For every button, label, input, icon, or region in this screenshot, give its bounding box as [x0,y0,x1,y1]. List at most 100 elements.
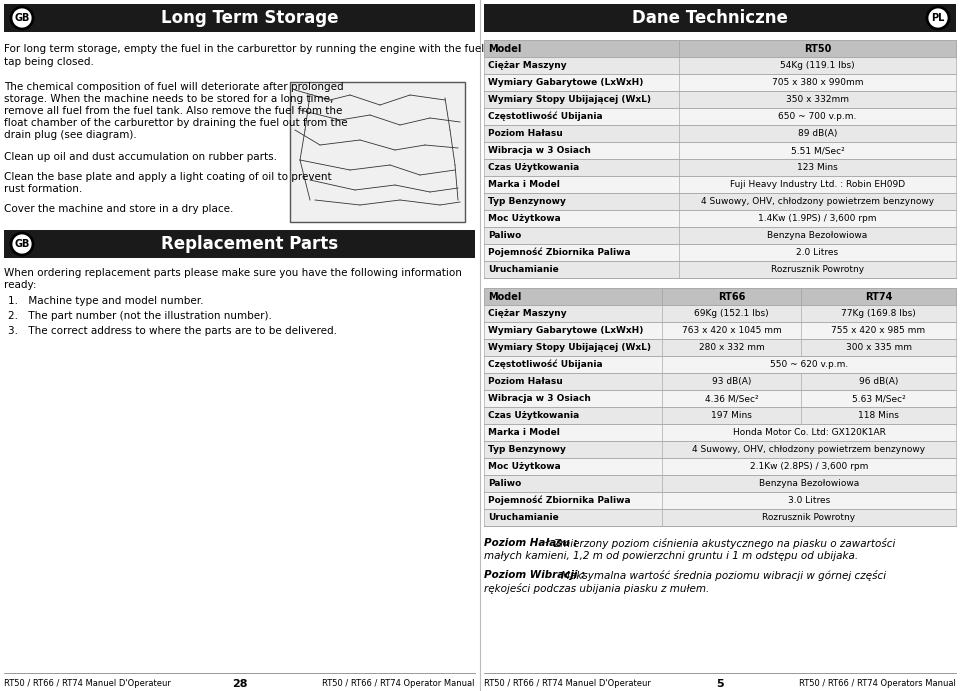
Bar [484,322,956,339]
Text: Poziom Hałasu: Poziom Hałasu [488,377,563,386]
Text: Marka i Model: Marka i Model [488,428,560,437]
Bar [484,356,956,373]
Text: float chamber of the carburettor by draining the fuel out from the: float chamber of the carburettor by drai… [4,118,348,128]
Bar [4,4,475,32]
Bar [484,227,956,244]
Text: Maksymalna wartość średnia poziomu wibracji w górnej części: Maksymalna wartość średnia poziomu wibra… [562,570,886,581]
Text: 4 Suwowy, OHV, chłodzony powietrzem benzynowy: 4 Suwowy, OHV, chłodzony powietrzem benz… [701,197,934,206]
Bar [484,57,956,74]
Text: 705 x 380 x 990mm: 705 x 380 x 990mm [772,78,863,87]
Bar [484,176,956,193]
Bar [484,261,956,278]
Bar [484,424,956,441]
Text: Czas Użytkowania: Czas Użytkowania [488,411,579,420]
Text: Dane Techniczne: Dane Techniczne [632,9,788,27]
Text: 197 Mins: 197 Mins [711,411,752,420]
Text: Typ Benzynowy: Typ Benzynowy [488,197,565,206]
Bar [484,339,956,356]
Text: Czas Użytkowania: Czas Użytkowania [488,163,579,172]
Text: Ciężar Maszyny: Ciężar Maszyny [488,61,566,70]
Text: 1.4Kw (1.9PS) / 3,600 rpm: 1.4Kw (1.9PS) / 3,600 rpm [758,214,876,223]
Text: 96 dB(A): 96 dB(A) [859,377,899,386]
Text: GB: GB [14,13,30,23]
Text: 5.51 M/Sec²: 5.51 M/Sec² [791,146,845,155]
Text: 77Kg (169.8 lbs): 77Kg (169.8 lbs) [841,309,916,318]
Text: małych kamieni, 1,2 m od powierzchni gruntu i 1 m odstępu od ubijaka.: małych kamieni, 1,2 m od powierzchni gru… [484,551,858,561]
Text: 2.0 Litres: 2.0 Litres [797,248,839,257]
Text: 5.63 M/Sec²: 5.63 M/Sec² [852,394,905,403]
Text: 650 ~ 700 v.p.m.: 650 ~ 700 v.p.m. [779,112,856,121]
Text: Replacement Parts: Replacement Parts [161,235,338,253]
Bar [484,305,956,322]
Text: Paliwo: Paliwo [488,231,521,240]
Text: 5: 5 [716,679,724,689]
Text: Wymiary Stopy Ubijającej (WxL): Wymiary Stopy Ubijającej (WxL) [488,343,651,352]
Text: Rozrusznik Powrotny: Rozrusznik Powrotny [762,513,855,522]
Bar [484,441,956,458]
Text: Clean the base plate and apply a light coating of oil to prevent: Clean the base plate and apply a light c… [4,172,331,182]
Bar [484,193,956,210]
Text: Long Term Storage: Long Term Storage [160,9,338,27]
Text: 3.0 Litres: 3.0 Litres [788,496,830,505]
Bar [484,458,956,475]
Bar [484,407,956,424]
Text: Moc Użytkowa: Moc Użytkowa [488,462,561,471]
Bar [484,244,956,261]
Text: Wibracja w 3 Osiach: Wibracja w 3 Osiach [488,146,590,155]
Text: 4.36 M/Sec²: 4.36 M/Sec² [705,394,758,403]
Text: 1. Machine type and model number.: 1. Machine type and model number. [8,296,204,306]
Text: Wibracja w 3 Osiach: Wibracja w 3 Osiach [488,394,590,403]
Text: Fuji Heavy Industry Ltd. : Robin EH09D: Fuji Heavy Industry Ltd. : Robin EH09D [730,180,905,189]
Bar [484,373,956,390]
Bar [484,390,956,407]
Text: 550 ~ 620 v.p.m.: 550 ~ 620 v.p.m. [770,360,848,369]
Text: Ciężar Maszyny: Ciężar Maszyny [488,309,566,318]
Circle shape [927,7,949,29]
Text: Poziom Hałasu: Poziom Hałasu [488,129,563,138]
Text: Wymiary Stopy Ubijającej (WxL): Wymiary Stopy Ubijającej (WxL) [488,95,651,104]
Bar [484,74,956,91]
Text: storage. When the machine needs to be stored for a long time,: storage. When the machine needs to be st… [4,94,333,104]
Text: Poziom Wibracji :: Poziom Wibracji : [484,570,588,580]
Text: 763 x 420 x 1045 mm: 763 x 420 x 1045 mm [682,326,781,335]
Text: RT50 / RT66 / RT74 Manuel D'Operateur: RT50 / RT66 / RT74 Manuel D'Operateur [484,679,651,688]
Text: ready:: ready: [4,280,36,290]
Text: 300 x 335 mm: 300 x 335 mm [846,343,911,352]
Text: Marka i Model: Marka i Model [488,180,560,189]
Text: 54Kg (119.1 lbs): 54Kg (119.1 lbs) [780,61,854,70]
Text: When ordering replacement parts please make sure you have the following informat: When ordering replacement parts please m… [4,268,462,278]
Circle shape [11,7,33,29]
Text: RT50 / RT66 / RT74 Operator Manual: RT50 / RT66 / RT74 Operator Manual [323,679,475,688]
Text: rust formation.: rust formation. [4,184,83,194]
Text: PL: PL [931,13,945,23]
Bar [484,91,956,108]
Text: RT50 / RT66 / RT74 Manuel D'Operateur: RT50 / RT66 / RT74 Manuel D'Operateur [4,679,171,688]
Text: Częstotliwość Ubijania: Częstotliwość Ubijania [488,360,603,369]
Bar [484,108,956,125]
Text: Clean up oil and dust accumulation on rubber parts.: Clean up oil and dust accumulation on ru… [4,152,277,162]
Text: Model: Model [488,292,521,301]
Text: remove all fuel from the fuel tank. Also remove the fuel from the: remove all fuel from the fuel tank. Also… [4,106,343,116]
Bar [484,509,956,526]
Text: Pojemność Zbiornika Paliwa: Pojemność Zbiornika Paliwa [488,495,631,505]
Text: 4 Suwowy, OHV, chłodzony powietrzem benzynowy: 4 Suwowy, OHV, chłodzony powietrzem benz… [692,445,925,454]
Text: 69Kg (152.1 lbs): 69Kg (152.1 lbs) [694,309,769,318]
Text: Paliwo: Paliwo [488,479,521,488]
Bar [484,4,956,32]
Text: RT66: RT66 [718,292,745,301]
Text: Uruchamianie: Uruchamianie [488,513,559,522]
Text: For long term storage, empty the fuel in the carburettor by running the engine w: For long term storage, empty the fuel in… [4,44,484,67]
Text: 2. The part number (not the illustration number).: 2. The part number (not the illustration… [8,311,272,321]
Bar [484,210,956,227]
Text: Poziom Hałasu :: Poziom Hałasu : [484,538,581,548]
Text: Benzyna Bezołowiowa: Benzyna Bezołowiowa [758,479,859,488]
Text: RT50 / RT66 / RT74 Operators Manual: RT50 / RT66 / RT74 Operators Manual [799,679,956,688]
Bar [484,142,956,159]
Text: rękojeści podczas ubijania piasku z mułem.: rękojeści podczas ubijania piasku z mułe… [484,583,709,594]
Text: 755 x 420 x 985 mm: 755 x 420 x 985 mm [831,326,925,335]
Bar [4,230,475,258]
Text: RT74: RT74 [865,292,892,301]
Bar [484,159,956,176]
Text: 3. The correct address to where the parts are to be delivered.: 3. The correct address to where the part… [8,326,337,336]
Text: Rozrusznik Powrotny: Rozrusznik Powrotny [771,265,864,274]
